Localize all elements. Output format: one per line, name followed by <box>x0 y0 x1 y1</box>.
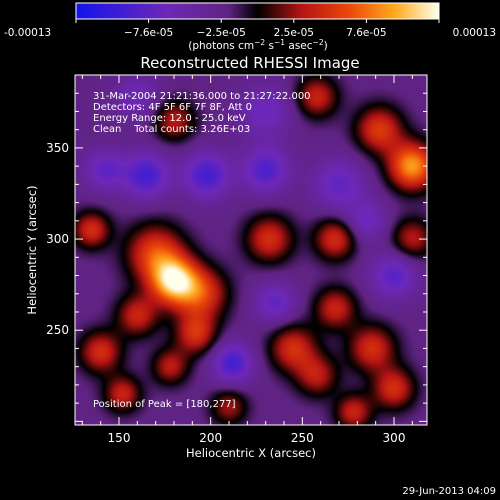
colorbar-gradient <box>76 3 439 19</box>
plot-area: 150 200 250 300 250 300 350 <box>46 74 428 445</box>
footer-date: 29-Jun-2013 04:09 <box>402 486 496 497</box>
heatmap-image <box>75 75 427 425</box>
colorbar-frame <box>75 2 440 20</box>
info-line-energy: Energy Range: 12.0 - 25.0 keV <box>93 113 246 124</box>
colorbar-tick-label: 2.5e-05 <box>274 27 314 39</box>
plot-frame <box>74 74 428 426</box>
chart-title: Reconstructed RHESSI Image <box>140 54 359 72</box>
colorbar-tick-label: 7.6e-05 <box>346 27 386 39</box>
x-tick-label: 250 <box>291 431 314 445</box>
colorbar-units: (photons cm−2 s−1 asec−2) <box>188 38 327 52</box>
colorbar-tick-label: −7.6e-05 <box>124 27 173 39</box>
x-tick-label: 200 <box>199 431 222 445</box>
x-axis-label: Heliocentric X (arcsec) <box>186 446 316 460</box>
y-tick-label: 300 <box>46 232 69 246</box>
info-line-time: 31-Mar-2004 21:21:36.000 to 21:27:22.000 <box>93 91 311 102</box>
y-tick-label: 250 <box>46 323 69 337</box>
colorbar-tick-label: -0.00013 <box>4 27 51 39</box>
info-line-counts: Clean Total counts: 3.26E+03 <box>93 124 250 135</box>
y-axis-label: Heliocentric Y (arcsec) <box>25 185 39 314</box>
x-tick-label: 150 <box>108 431 131 445</box>
x-tick-label: 300 <box>383 431 406 445</box>
colorbar-tick-label: −2.5e-05 <box>197 27 246 39</box>
colorbar-tick-label: 0.00013 <box>453 27 496 39</box>
info-line-detectors: Detectors: 4F 5F 6F 7F 8F, Att 0 <box>93 102 252 113</box>
colorbar-ticks: -0.00013 −7.6e-05 −2.5e-05 2.5e-05 7.6e-05 0.… <box>4 19 496 39</box>
colorbar: -0.00013 −7.6e-05 −2.5e-05 2.5e-05 7.6e-05 0.… <box>4 2 496 52</box>
axis-ticks: 150 200 250 300 250 300 350 <box>46 74 427 445</box>
y-tick-label: 350 <box>46 141 69 155</box>
peak-label: Position of Peak = [180,277] <box>93 399 236 410</box>
info-block: 31-Mar-2004 21:21:36.000 to 21:27:22.000… <box>93 91 311 135</box>
